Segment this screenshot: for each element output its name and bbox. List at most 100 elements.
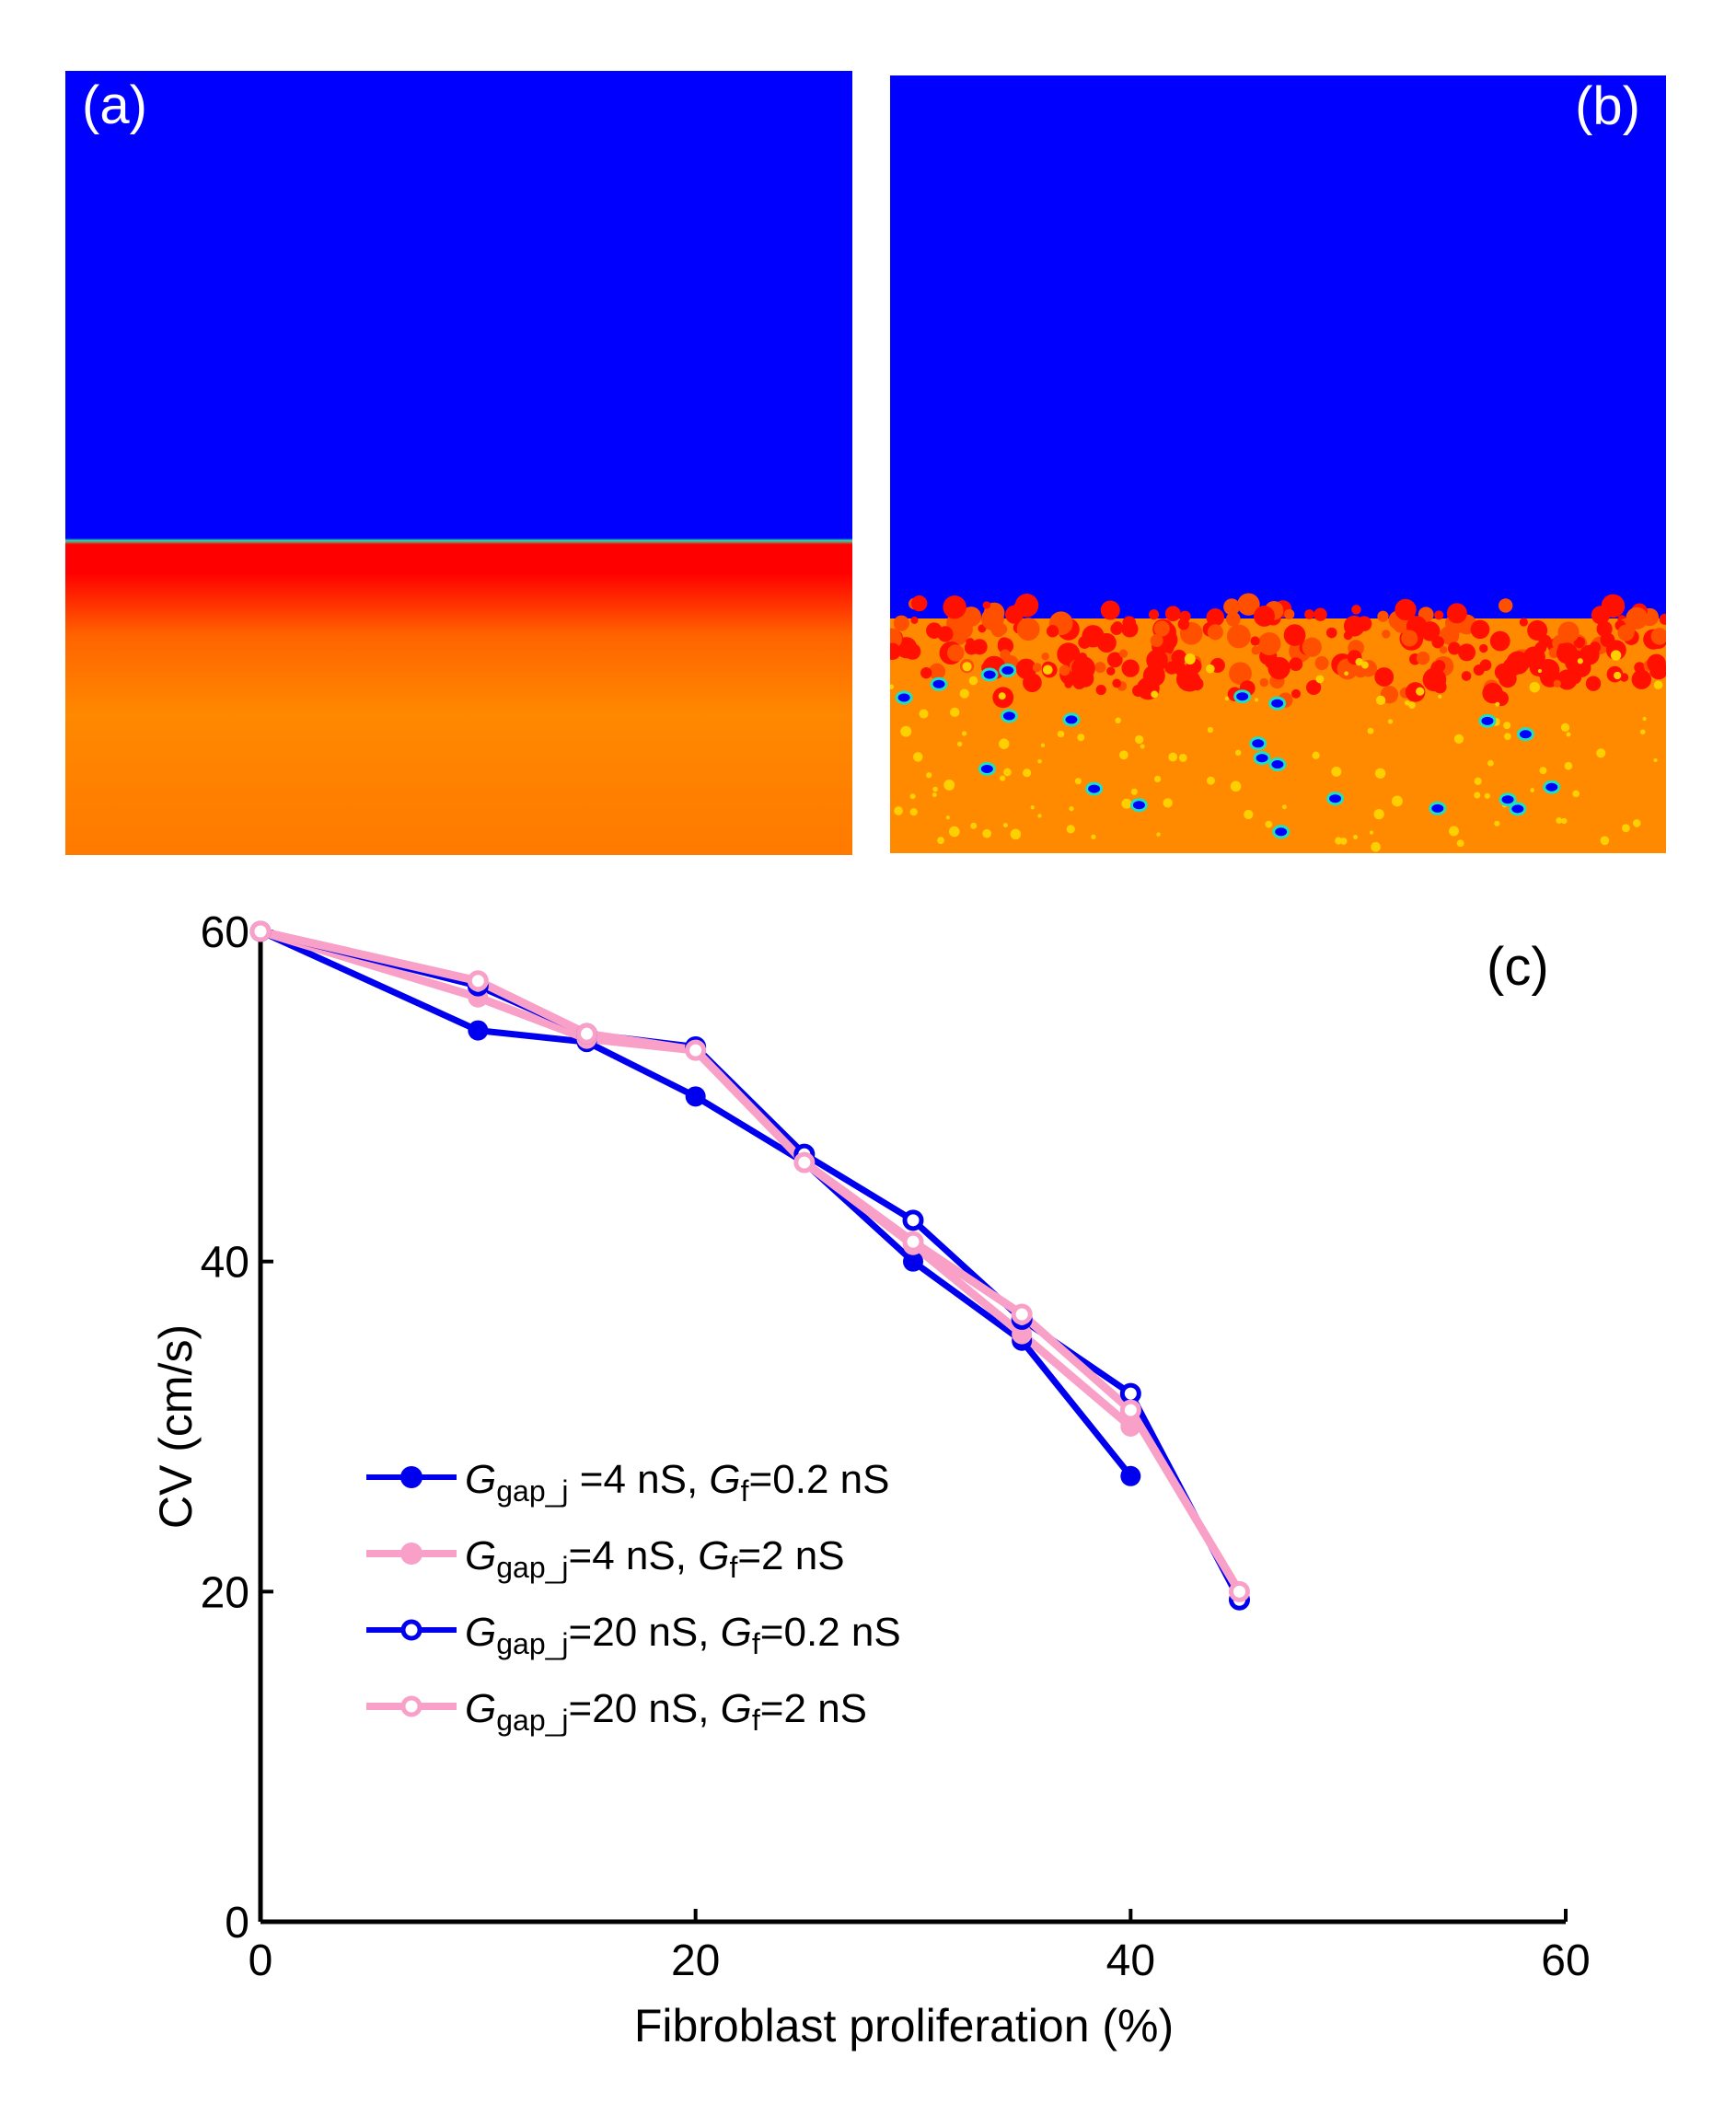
- front-cell: [1110, 622, 1123, 635]
- fibroblast-spot: [937, 837, 945, 845]
- data-point: [1229, 1580, 1250, 1602]
- panel-a-uniform-tissue: (a): [65, 71, 852, 855]
- data-point: [1012, 1323, 1033, 1345]
- front-cell: [1470, 619, 1490, 640]
- data-point: [1119, 1399, 1141, 1421]
- fibroblast-spot: [1353, 835, 1359, 840]
- legend-marker: [400, 1695, 422, 1717]
- fibroblast-spot: [1178, 753, 1187, 762]
- front-cell: [1434, 610, 1444, 620]
- front-cell: [1591, 606, 1610, 625]
- fibroblast-spot: [943, 779, 955, 791]
- fibroblast-spot: [1556, 817, 1563, 824]
- fibroblast-spot: [1449, 826, 1459, 837]
- fibroblast-spot: [1000, 775, 1006, 781]
- front-cell: [1634, 662, 1646, 674]
- block-spot: [1129, 798, 1148, 813]
- front-cell: [1032, 663, 1042, 673]
- block-spot: [1000, 709, 1018, 723]
- fibroblast-spot: [1416, 687, 1425, 696]
- fibroblast-spot: [1537, 669, 1542, 674]
- front-cell: [947, 644, 965, 662]
- front-cell: [1479, 659, 1492, 672]
- fibroblast-spot: [1494, 820, 1500, 826]
- fibroblast-spot: [1315, 675, 1325, 684]
- front-cell: [1650, 628, 1666, 645]
- fibroblast-spot: [919, 709, 929, 719]
- fibroblast-spot: [1360, 661, 1369, 669]
- front-cell: [1557, 669, 1578, 690]
- front-cell: [1458, 643, 1476, 662]
- front-cell: [1237, 593, 1260, 616]
- front-cell: [961, 607, 982, 627]
- fibroblast-spot: [1042, 665, 1053, 676]
- fibroblast-spot: [1163, 798, 1173, 808]
- front-cell: [1596, 620, 1613, 637]
- fibroblast-spot: [1281, 804, 1287, 810]
- fibroblast-spot: [1156, 832, 1161, 837]
- fibroblast-spot: [1003, 768, 1012, 777]
- front-cell: [1626, 607, 1649, 630]
- fibroblast-spot: [1074, 778, 1082, 785]
- fibroblast-spot: [1408, 701, 1416, 710]
- block-spot: [1499, 792, 1517, 807]
- fibroblast-spot: [1653, 757, 1658, 763]
- panel-a-label: (a): [82, 75, 147, 135]
- front-cell: [1153, 620, 1170, 637]
- block-spot: [999, 663, 1017, 677]
- fibroblast-spot: [1371, 841, 1381, 852]
- front-cell: [1314, 607, 1327, 621]
- front-cell: [1267, 656, 1290, 680]
- fibroblast-spot: [1312, 751, 1320, 759]
- front-cell: [1095, 685, 1106, 696]
- front-cell: [1225, 611, 1241, 627]
- fibroblast-spot: [1577, 658, 1583, 665]
- fibroblast-spot: [982, 828, 992, 838]
- legend-label: Ggap_j=20 nS, Gf=2 nS: [465, 1686, 867, 1737]
- fibroblast-spot: [1121, 798, 1132, 809]
- y-tick-label: 20: [201, 1568, 249, 1617]
- fibroblast-spot: [1230, 780, 1242, 792]
- data-point: [1119, 1382, 1141, 1404]
- front-cell: [929, 663, 946, 680]
- data-point: [1011, 1303, 1033, 1325]
- fibroblast-spot: [1530, 788, 1535, 792]
- fibroblast-spot: [1069, 806, 1074, 812]
- front-cell: [1573, 636, 1586, 649]
- front-cell: [937, 626, 954, 642]
- fibroblast-spot: [1561, 817, 1568, 825]
- fibroblast-spot: [1077, 734, 1085, 742]
- y-tick-label: 40: [201, 1239, 249, 1288]
- data-point: [685, 1086, 706, 1107]
- front-cell: [1148, 609, 1160, 620]
- front-cell: [1289, 657, 1303, 671]
- fibroblast-spot: [1265, 820, 1273, 828]
- front-cell: [1106, 666, 1116, 676]
- fibroblast-spot: [962, 662, 972, 672]
- front-cell: [1498, 598, 1513, 613]
- x-tick-label: 20: [671, 1936, 720, 1985]
- front-cell: [1522, 646, 1545, 669]
- fibroblast-spot: [1639, 729, 1646, 735]
- fibroblast-spot: [1154, 775, 1162, 783]
- fibroblast-spot: [1474, 792, 1481, 799]
- front-cell: [1072, 676, 1086, 689]
- front-cell: [1405, 682, 1426, 702]
- fibroblast-spot: [1115, 717, 1121, 724]
- block-spot: [1516, 727, 1534, 742]
- front-cell: [1023, 673, 1042, 693]
- data-point: [468, 1020, 489, 1041]
- front-cell: [920, 666, 932, 679]
- front-cell: [971, 639, 988, 655]
- fibroblast-spot: [913, 752, 923, 762]
- block-spot: [1085, 781, 1104, 796]
- front-cell: [1351, 605, 1361, 615]
- front-cell: [1283, 624, 1306, 646]
- panel-b-label: (b): [1575, 76, 1640, 136]
- block-spot: [895, 690, 913, 705]
- fibroblast-spot: [1335, 837, 1343, 845]
- fibroblast-spot: [1037, 814, 1042, 818]
- front-cell: [1479, 643, 1488, 653]
- x-tick-label: 60: [1541, 1936, 1590, 1985]
- y-tick-label: 60: [201, 908, 249, 957]
